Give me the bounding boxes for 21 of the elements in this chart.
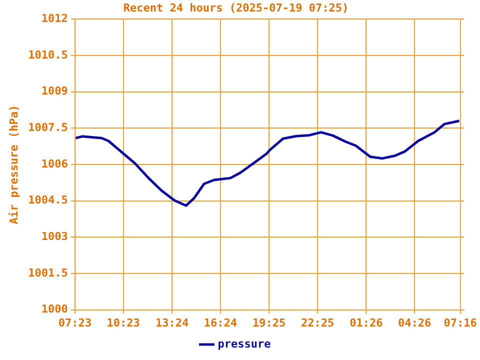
y-tick-label: 1010.5 [28, 48, 68, 62]
x-tick-label: 04:26 [398, 316, 432, 330]
x-tick-label: 01:26 [350, 316, 384, 330]
x-tick-label: 19:25 [252, 316, 286, 330]
x-tick-label: 07:23 [58, 316, 92, 330]
chart-title: Recent 24 hours (2025-07-19 07:25) [123, 1, 349, 14]
x-tick-label: 22:25 [300, 316, 334, 330]
legend-label: pressure [218, 337, 272, 350]
y-tick-label: 1006 [41, 157, 68, 170]
y-tick-label: 1001.5 [28, 266, 68, 280]
x-tick-label: 13:24 [155, 316, 189, 330]
x-tick-label: 16:24 [204, 316, 238, 330]
y-tick-label: 1012 [41, 12, 68, 26]
y-tick-label: 1004.5 [28, 194, 68, 207]
y-tick-label: 1003 [41, 230, 68, 244]
x-tick-label: 10:23 [106, 316, 140, 330]
y-tick-label: 1007.5 [28, 121, 68, 134]
y-tick-label: 1000 [41, 302, 68, 316]
x-tick-label: 07:16 [444, 316, 478, 330]
y-axis-title: Air pressure (hPa) [7, 104, 20, 224]
y-tick-label: 1009 [41, 84, 68, 98]
